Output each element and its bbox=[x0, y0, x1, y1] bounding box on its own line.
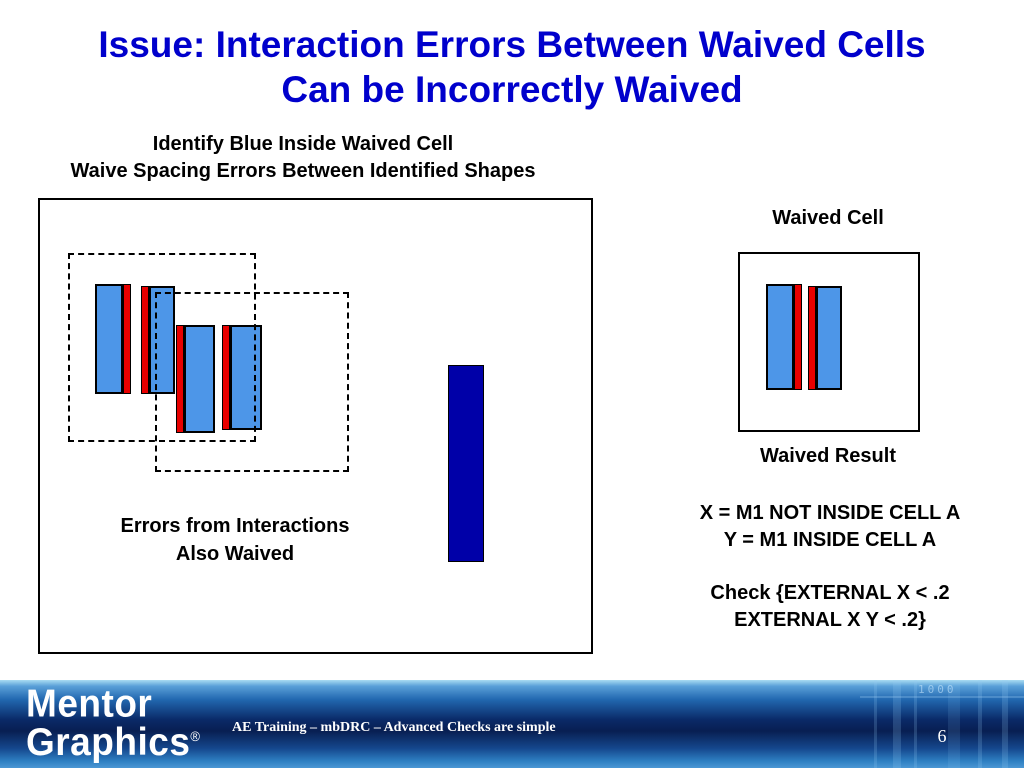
circuit-decor-bar bbox=[914, 680, 917, 768]
waived-result-label: Waived Result bbox=[760, 445, 896, 467]
logo-word-graphics: Graphics® bbox=[26, 719, 201, 761]
registered-mark-icon: ® bbox=[190, 728, 201, 745]
check-line-2: EXTERNAL X Y < .2} bbox=[734, 609, 926, 631]
waived-cell-outline-1 bbox=[68, 253, 256, 442]
logo-word-mentor: Mentor bbox=[26, 681, 153, 725]
waived-cell-label: Waived Cell bbox=[772, 207, 884, 229]
check-line-1: Check {EXTERNAL X < .2 bbox=[710, 582, 950, 604]
spacing-error-stripe bbox=[141, 286, 149, 394]
diagram-caption-line-2: Also Waived bbox=[175, 543, 295, 565]
interaction-diagram-box: Errors from Interactions Also Waived bbox=[38, 198, 593, 654]
circuit-decor-bar bbox=[948, 680, 960, 768]
subtitle-line-2: Waive Spacing Errors Between Identified … bbox=[70, 160, 536, 182]
subtitle-line-1: Identify Blue Inside Waived Cell bbox=[152, 133, 454, 155]
page-title-line-1: Issue: Interaction Errors Between Waived… bbox=[98, 24, 926, 65]
mentor-graphics-logo: Mentor Graphics® bbox=[26, 681, 201, 761]
subtitle: Identify Blue Inside Waived Cell Waive S… bbox=[20, 131, 586, 185]
metal-shape-blue bbox=[95, 284, 123, 394]
spacing-error-stripe bbox=[794, 284, 802, 390]
slide-page-number: 6 bbox=[937, 726, 947, 746]
diagram-caption-line-1: Errors from Interactions bbox=[120, 515, 350, 537]
circuit-decor-bar bbox=[874, 680, 877, 768]
logo-word-graphics-text: Graphics bbox=[26, 720, 191, 764]
footer-banner: 1000 Mentor Graphics® AE Training – mbDR… bbox=[0, 680, 1024, 768]
circuit-decor-bar bbox=[978, 680, 982, 768]
waived-result-shape bbox=[448, 365, 484, 562]
circuit-decor-line bbox=[860, 696, 1024, 698]
page-title: Issue: Interaction Errors Between Waived… bbox=[0, 22, 1024, 112]
metal-shape-blue bbox=[184, 325, 215, 433]
metal-shape-blue bbox=[816, 286, 842, 390]
rule-line-2: Y = M1 INSIDE CELL A bbox=[723, 529, 937, 551]
spacing-error-stripe bbox=[123, 284, 131, 394]
circuit-decor-bar bbox=[893, 680, 901, 768]
metal-shape-blue bbox=[766, 284, 794, 390]
check-text-block: Check {EXTERNAL X < .2 EXTERNAL X Y < .2… bbox=[648, 580, 1012, 634]
footer-training-text: AE Training – mbDRC – Advanced Checks ar… bbox=[232, 720, 556, 735]
circuit-decor-bar bbox=[1002, 680, 1008, 768]
spacing-error-stripe bbox=[808, 286, 816, 390]
circuit-decor-digits: 1000 bbox=[918, 683, 957, 696]
waived-cell-box bbox=[738, 252, 920, 432]
diagram-caption: Errors from Interactions Also Waived bbox=[70, 512, 400, 568]
spacing-error-stripe bbox=[222, 325, 230, 430]
metal-shape-blue bbox=[230, 325, 262, 430]
waived-cell-outline-2 bbox=[155, 292, 349, 472]
rule-line-1: X = M1 NOT INSIDE CELL A bbox=[699, 502, 961, 524]
rule-text-block: X = M1 NOT INSIDE CELL A Y = M1 INSIDE C… bbox=[648, 500, 1012, 634]
spacing-error-stripe bbox=[176, 325, 184, 433]
metal-shape-blue bbox=[149, 286, 175, 394]
page-title-line-2: Can be Incorrectly Waived bbox=[281, 69, 743, 110]
